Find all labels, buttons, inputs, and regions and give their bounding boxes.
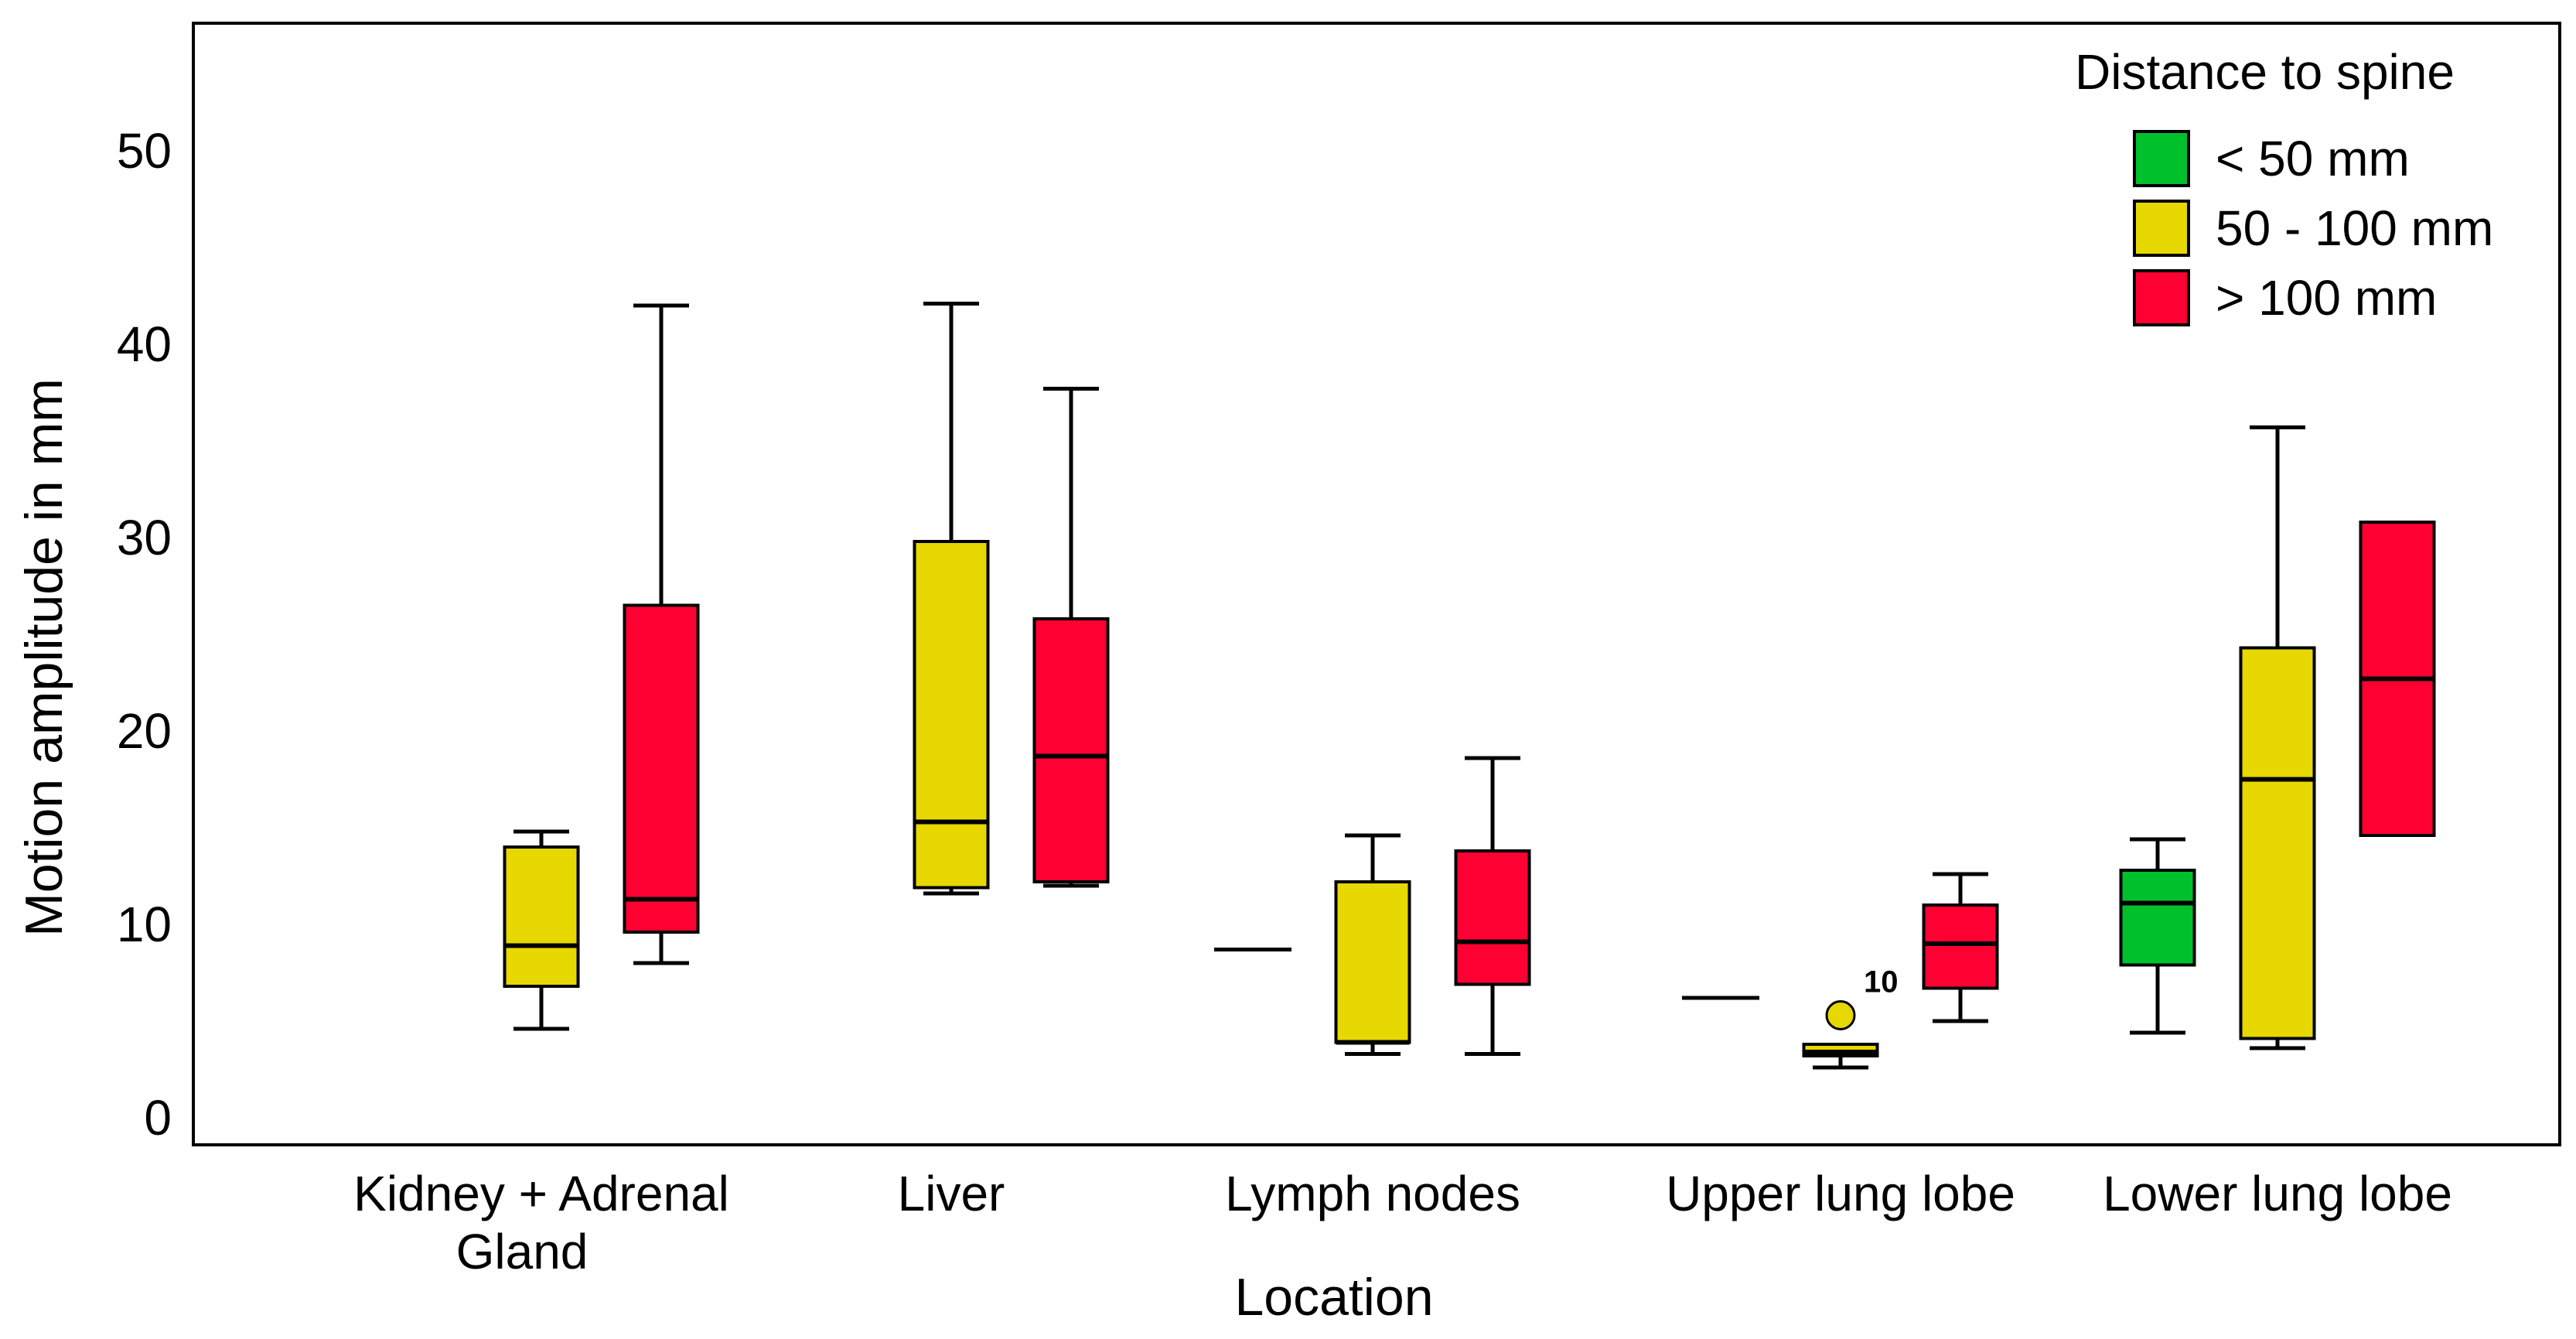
legend: Distance to spine < 50 mm 50 - 100 mm > 10… bbox=[2075, 44, 2493, 326]
box-gt100 bbox=[1454, 756, 1531, 1056]
y-tick-label: 20 bbox=[117, 703, 172, 759]
boxes-layer: 10 bbox=[503, 302, 2436, 1070]
box-iqr bbox=[623, 603, 700, 934]
box-50to100 bbox=[2239, 425, 2316, 1050]
box-iqr bbox=[2119, 869, 2196, 967]
box-gt100 bbox=[2359, 521, 2436, 837]
box-50to100 bbox=[503, 829, 580, 1031]
plot-frame bbox=[192, 22, 2561, 1146]
legend-label: > 100 mm bbox=[2216, 270, 2437, 326]
x-category-label: Liver bbox=[898, 1166, 1005, 1221]
legend-entries: < 50 mm 50 - 100 mm > 100 mm bbox=[2133, 130, 2493, 326]
box-iqr bbox=[913, 540, 990, 890]
x-axis-title: Location bbox=[1234, 1268, 1433, 1327]
box-gt100 bbox=[1922, 872, 1999, 1023]
x-category-label: Upper lung lobe bbox=[1666, 1166, 2015, 1221]
y-tick-label: 30 bbox=[117, 510, 172, 565]
x-category-label: Kidney + Adrenal bbox=[353, 1166, 729, 1221]
x-category-label: Lymph nodes bbox=[1225, 1166, 1520, 1221]
y-axis-ticks: 0 10 20 30 40 50 bbox=[117, 123, 172, 1146]
legend-swatch bbox=[2133, 200, 2190, 257]
box-gt100 bbox=[623, 303, 700, 965]
box-50to100 bbox=[1334, 833, 1411, 1056]
box-iqr bbox=[1334, 880, 1411, 1044]
y-tick-label: 40 bbox=[117, 316, 172, 372]
box-iqr bbox=[1032, 617, 1110, 883]
outlier-label: 10 bbox=[1864, 965, 1899, 999]
box-iqr bbox=[2239, 646, 2316, 1040]
y-tick-label: 50 bbox=[117, 123, 172, 179]
legend-title: Distance to spine bbox=[2075, 44, 2455, 100]
y-axis-title: Motion amplitude in mm bbox=[15, 378, 73, 937]
outlier-point bbox=[1825, 1000, 1856, 1030]
box-iqr bbox=[1922, 903, 1999, 990]
box-50to100 bbox=[913, 302, 990, 896]
x-category-label: Lower lung lobe bbox=[2103, 1166, 2452, 1221]
legend-label: < 50 mm bbox=[2216, 131, 2410, 186]
y-tick-label: 10 bbox=[117, 897, 172, 952]
box-iqr bbox=[503, 845, 580, 988]
box-lt50 bbox=[2119, 837, 2196, 1035]
y-tick-label: 0 bbox=[144, 1090, 172, 1146]
x-category-label: Gland bbox=[456, 1224, 589, 1279]
box-iqr bbox=[1454, 849, 1531, 986]
legend-label: 50 - 100 mm bbox=[2216, 200, 2493, 256]
box-gt100 bbox=[1032, 387, 1110, 888]
legend-swatch bbox=[2133, 130, 2190, 187]
box-50to100: 10 bbox=[1802, 965, 1899, 1070]
legend-swatch bbox=[2133, 269, 2190, 326]
